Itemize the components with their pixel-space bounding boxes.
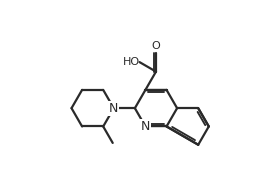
Text: HO: HO <box>122 57 140 67</box>
Text: N: N <box>141 120 150 133</box>
Text: O: O <box>152 41 160 51</box>
Text: N: N <box>109 102 119 115</box>
